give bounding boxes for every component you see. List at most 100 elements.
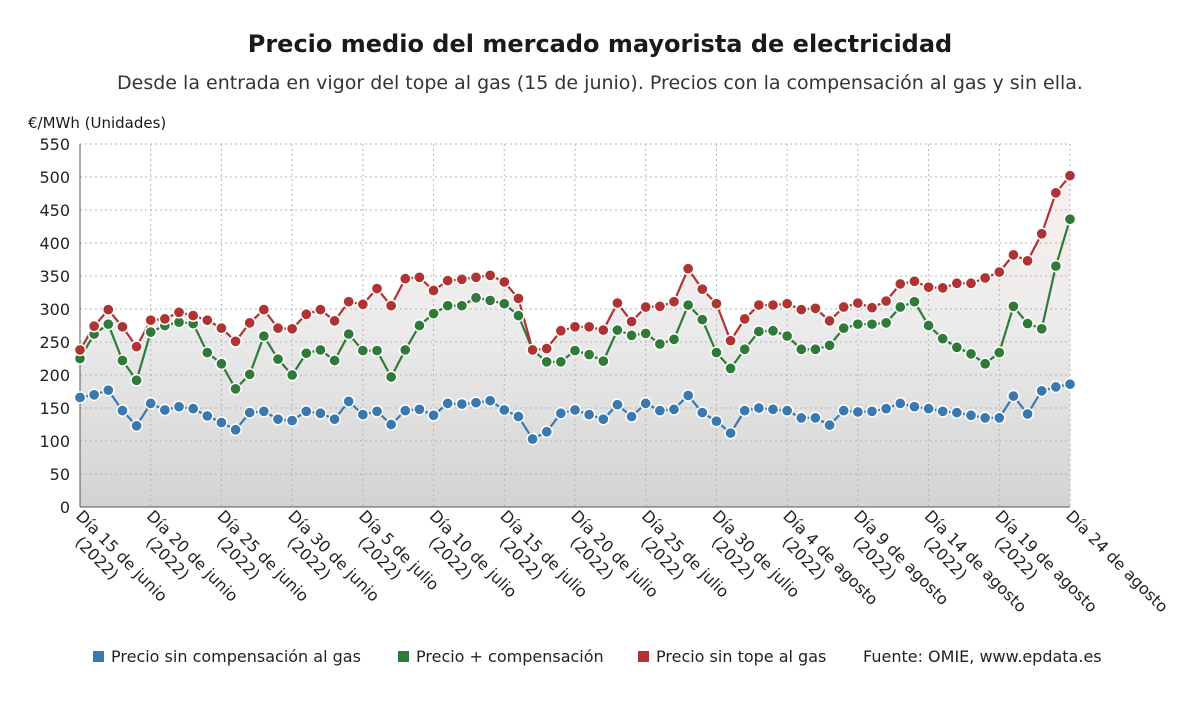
- data-point-series-2: [497, 297, 511, 311]
- y-tick-label: 100: [39, 432, 70, 451]
- data-point-series-1: [229, 423, 242, 437]
- data-point-series-2: [554, 355, 568, 369]
- data-point-series-1: [427, 408, 440, 422]
- data-point-series-1: [766, 402, 780, 416]
- data-point-series-2: [582, 348, 596, 361]
- data-point-series-3: [837, 300, 851, 314]
- data-point-series-1: [116, 404, 129, 417]
- data-point-series-3: [130, 340, 143, 353]
- data-point-series-1: [950, 406, 964, 419]
- data-point-series-3: [681, 262, 695, 276]
- data-point-series-2: [766, 324, 780, 338]
- data-point-series-3: [172, 305, 186, 319]
- legend-label: Precio + compensación: [416, 647, 604, 666]
- data-point-series-3: [101, 303, 115, 317]
- data-point-series-3: [710, 297, 723, 311]
- legend-item-compensacion: Precio + compensación: [398, 647, 604, 666]
- data-point-series-3: [639, 300, 653, 314]
- data-point-series-3: [215, 321, 228, 335]
- data-point-series-2: [738, 342, 752, 356]
- data-point-series-1: [653, 404, 667, 417]
- data-point-series-3: [200, 313, 214, 327]
- data-point-series-3: [356, 298, 370, 311]
- y-tick-label: 300: [39, 300, 70, 319]
- data-point-series-1: [809, 411, 822, 425]
- data-point-series-2: [922, 319, 935, 332]
- data-point-series-2: [144, 325, 158, 339]
- data-point-series-3: [1063, 169, 1077, 183]
- data-point-series-1: [752, 401, 766, 415]
- data-point-series-3: [285, 322, 299, 336]
- data-point-series-3: [526, 343, 539, 357]
- data-point-series-2: [116, 354, 129, 367]
- legend-label: Precio sin tope al gas: [656, 647, 827, 666]
- data-point-series-3: [752, 298, 766, 312]
- data-point-series-2: [950, 340, 964, 354]
- data-point-series-2: [512, 309, 525, 322]
- area-layer: [80, 175, 1070, 507]
- data-point-series-1: [879, 402, 893, 416]
- series-points: [73, 169, 1077, 446]
- y-tick-labels: 0 50 100 150 200 250 300 350 400 450 500 550: [39, 135, 70, 517]
- data-point-series-3: [271, 321, 285, 335]
- data-point-series-1: [851, 405, 865, 419]
- data-point-series-1: [398, 404, 412, 417]
- data-point-series-2: [229, 382, 242, 396]
- data-point-series-3: [611, 296, 624, 310]
- legend: Precio sin compensación al gas Precio + …: [93, 647, 1123, 671]
- data-point-series-3: [879, 294, 893, 308]
- data-point-series-1: [314, 406, 327, 420]
- data-point-series-1: [823, 418, 836, 432]
- data-point-series-1: [837, 404, 851, 417]
- y-tick-label: 450: [39, 201, 70, 220]
- data-point-series-1: [1063, 377, 1077, 391]
- data-point-series-3: [469, 270, 483, 284]
- data-point-series-1: [285, 414, 299, 427]
- y-tick-label: 200: [39, 366, 70, 385]
- data-point-series-1: [172, 400, 186, 414]
- data-point-series-1: [611, 398, 624, 412]
- data-point-series-3: [398, 272, 412, 285]
- data-point-series-3: [413, 270, 426, 284]
- data-point-series-1: [893, 397, 907, 410]
- data-point-series-1: [681, 389, 695, 402]
- data-point-series-2: [681, 298, 695, 312]
- data-point-series-2: [908, 295, 921, 309]
- data-point-series-1: [540, 425, 554, 439]
- data-point-series-1: [582, 408, 596, 421]
- data-point-series-3: [823, 314, 836, 328]
- data-point-series-2: [1021, 317, 1034, 330]
- data-point-series-1: [794, 411, 808, 425]
- data-point-series-2: [540, 355, 554, 369]
- data-point-series-2: [667, 333, 681, 346]
- data-point-series-2: [780, 329, 794, 343]
- data-point-series-2: [285, 368, 299, 382]
- data-point-series-1: [596, 412, 610, 426]
- data-point-series-1: [497, 403, 511, 417]
- data-point-series-2: [695, 313, 709, 326]
- legend-label: Precio sin compensación al gas: [111, 647, 361, 666]
- data-point-series-3: [497, 275, 511, 289]
- data-point-series-3: [865, 301, 879, 315]
- data-point-series-1: [200, 409, 214, 423]
- data-point-series-3: [384, 299, 398, 313]
- data-point-series-1: [299, 404, 313, 418]
- data-point-series-2: [809, 342, 822, 356]
- data-point-series-3: [87, 319, 101, 333]
- data-point-series-2: [879, 316, 893, 330]
- data-point-series-3: [922, 280, 935, 294]
- data-point-series-3: [1021, 254, 1034, 268]
- data-point-series-1: [158, 403, 172, 417]
- data-point-series-1: [370, 404, 384, 418]
- data-point-series-3: [964, 276, 978, 290]
- data-point-series-3: [908, 274, 921, 288]
- data-point-series-1: [1049, 380, 1063, 394]
- data-point-series-2: [568, 344, 582, 357]
- data-point-series-3: [554, 324, 568, 338]
- data-point-series-2: [455, 299, 469, 313]
- data-point-series-2: [299, 346, 313, 360]
- data-point-series-3: [582, 320, 596, 334]
- data-point-series-2: [130, 373, 143, 387]
- data-point-series-2: [101, 317, 115, 331]
- data-point-series-3: [568, 320, 582, 334]
